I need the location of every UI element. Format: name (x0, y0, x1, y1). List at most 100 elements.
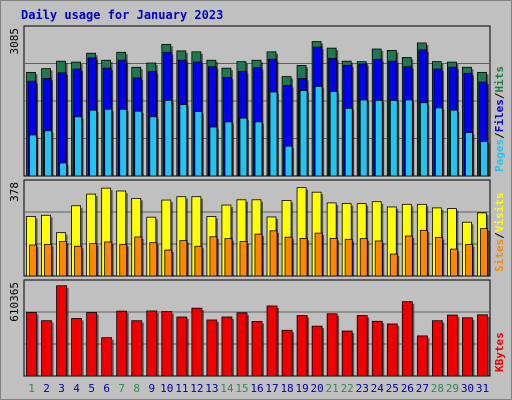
x-tick-label: 9 (148, 382, 155, 395)
sites-bar (59, 241, 67, 277)
sites-bar (254, 233, 263, 277)
series-label-files: Files (493, 99, 506, 132)
x-tick-label: 7 (118, 382, 125, 395)
x-tick-label: 1 (28, 382, 35, 395)
series-label-hits: Hits (493, 66, 506, 93)
sites-bar (194, 245, 203, 277)
pages-bar (74, 116, 82, 177)
x-tick-label: 24 (371, 382, 385, 395)
pages-bar (44, 130, 52, 177)
series-label-kbytes: KBytes (493, 332, 506, 372)
sites-bar (29, 244, 37, 277)
x-tick-label: 31 (476, 382, 489, 395)
pages-bar (404, 99, 413, 177)
kbytes-bar (101, 337, 113, 377)
pages-bar (344, 107, 353, 177)
sites-bar (359, 238, 368, 277)
kbytes-bar (341, 330, 353, 377)
x-tick-label: 13 (205, 382, 218, 395)
pages-bar (419, 102, 428, 177)
kbytes-bar (447, 314, 458, 377)
chart-title: Daily usage for January 2023 (21, 8, 224, 22)
kbytes-bar (206, 319, 218, 377)
pages-bar (314, 85, 323, 177)
x-tick-label: 22 (341, 382, 354, 395)
kbytes-bar (191, 307, 203, 377)
pages-bar (389, 99, 398, 177)
kbytes-bar (176, 316, 188, 377)
kbytes-bar (356, 315, 368, 377)
x-tick-label: 14 (220, 382, 234, 395)
pages-bar (434, 107, 443, 177)
sites-bar (404, 235, 413, 277)
kbytes-bar (386, 323, 398, 377)
x-tick-label: 5 (88, 382, 95, 395)
x-tick-label: 19 (295, 382, 308, 395)
sites-bar (434, 237, 443, 277)
pages-bar (269, 91, 278, 177)
kbytes-bar (26, 312, 37, 377)
label-separator: / (493, 92, 506, 99)
sites-bar (450, 248, 458, 277)
x-tick-label: 18 (280, 382, 293, 395)
sites-bar (329, 237, 338, 277)
pages-bar (224, 121, 233, 177)
kbytes-bar (56, 285, 67, 377)
series-label-pages: Pages (493, 139, 506, 172)
series-axis-label: KBytes (493, 332, 506, 372)
x-tick-label: 3 (58, 382, 65, 395)
x-tick-label: 12 (190, 382, 203, 395)
sites-bar (284, 236, 293, 277)
x-tick-label: 15 (235, 382, 248, 395)
pages-bar (194, 111, 203, 177)
pages-bar (374, 99, 383, 177)
sites-bar (209, 236, 218, 277)
series-label-visits: Visits (493, 193, 506, 233)
sites-bar (269, 230, 278, 277)
kbytes-bar (131, 320, 143, 377)
y-axis-max-label: 610365 (8, 282, 21, 322)
pages-bar (480, 141, 488, 177)
x-tick-label: 8 (133, 382, 140, 395)
files-bar (57, 72, 67, 177)
kbytes-bar (416, 335, 428, 377)
x-tick-label: 11 (175, 382, 188, 395)
sites-bar (44, 243, 52, 277)
sites-bar (419, 229, 428, 277)
x-tick-label: 21 (326, 382, 339, 395)
pages-bar (134, 110, 143, 177)
kbytes-bar (311, 325, 323, 377)
x-tick-label: 10 (160, 382, 173, 395)
series-axis-label: Sites/Visits (493, 193, 506, 273)
series-label-sites: Sites (493, 239, 506, 272)
kbytes-bar (266, 305, 278, 377)
x-tick-label: 16 (250, 382, 263, 395)
sites-bar (119, 243, 128, 277)
pages-bar (179, 104, 188, 177)
pages-bar (254, 121, 263, 177)
x-tick-label: 17 (265, 382, 278, 395)
kbytes-bar (371, 320, 383, 377)
kbytes-bar (116, 310, 128, 377)
pages-bar (450, 109, 458, 177)
sites-bar (224, 238, 233, 277)
kbytes-bar (477, 314, 488, 377)
x-tick-label: 29 (446, 382, 459, 395)
kbytes-bar (146, 310, 158, 377)
kbytes-bar (236, 312, 248, 377)
sites-bar (164, 249, 173, 277)
kbytes-bar (41, 320, 52, 377)
pages-bar (164, 99, 173, 177)
kbytes-bar (221, 316, 233, 377)
sites-bar (74, 245, 82, 277)
kbytes-bar (161, 311, 173, 377)
kbytes-bar (431, 320, 443, 377)
kbytes-bar (251, 321, 263, 377)
kbytes-bar (462, 317, 473, 377)
sites-bar (239, 241, 248, 277)
kbytes-bar (296, 315, 308, 377)
x-tick-label: 30 (461, 382, 474, 395)
sites-bar (149, 242, 158, 277)
pages-bar (329, 91, 338, 177)
